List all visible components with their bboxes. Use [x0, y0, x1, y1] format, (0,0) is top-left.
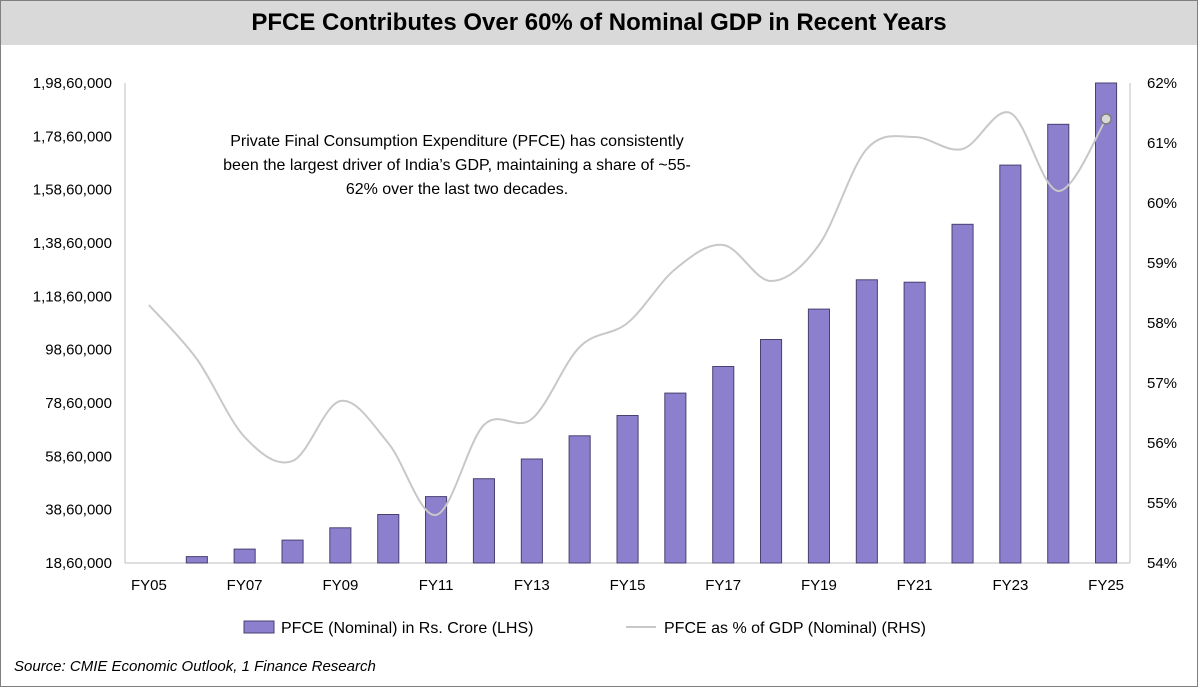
left-tick-label: 58,60,000 [45, 448, 112, 465]
left-tick-label: 1,78,60,000 [33, 128, 112, 145]
x-tick-label: FY17 [705, 577, 741, 594]
bar-fy13 [520, 458, 543, 564]
right-tick-label: 54% [1147, 555, 1177, 572]
bar-fy17 [712, 366, 735, 564]
gdp-share-line [148, 111, 1107, 516]
bar-fy25 [1095, 82, 1118, 564]
left-axis-ticks: 18,60,000 38,60,000 58,60,000 78,60,000 98,6… [33, 75, 112, 572]
left-tick-label: 78,60,000 [45, 395, 112, 412]
bar-fy12 [472, 478, 495, 564]
bar-fy15 [616, 415, 639, 564]
x-tick-label: FY15 [610, 577, 646, 594]
bar-fy07 [233, 548, 256, 564]
bar-fy06 [185, 556, 208, 564]
bar-fy22 [951, 223, 974, 564]
x-tick-label: FY13 [514, 577, 550, 594]
x-tick-label: FY07 [227, 577, 263, 594]
line-end-marker [1100, 113, 1112, 125]
x-tick-label: FY25 [1088, 577, 1124, 594]
right-tick-label: 62% [1147, 75, 1177, 92]
right-tick-label: 61% [1147, 135, 1177, 152]
right-tick-label: 60% [1147, 195, 1177, 212]
right-axis-ticks: 54% 55% 56% 57% 58% 59% 60% 61% 62% [1147, 75, 1177, 572]
bar-fy18 [760, 339, 783, 564]
bar-fy11 [425, 496, 448, 564]
legend-swatch-bar [243, 620, 275, 634]
bar-fy24 [1047, 123, 1070, 564]
x-tick-label: FY09 [322, 577, 358, 594]
x-axis-ticks: FY05 FY07 FY09 FY11 FY13 FY15 FY17 FY19 FY21 FY23… [131, 577, 1124, 594]
bar-fy19 [807, 308, 831, 564]
bar-fy14 [568, 435, 591, 564]
legend-label-line: PFCE as % of GDP (Nominal) (RHS) [664, 620, 926, 637]
chart-annotation: Private Final Consumption Expenditure (P… [223, 133, 691, 198]
left-tick-label: 1,58,60,000 [33, 182, 112, 199]
bar-fy20 [855, 279, 878, 564]
right-tick-label: 57% [1147, 375, 1177, 392]
legend: PFCE (Nominal) in Rs. Crore (LHS) PFCE a… [243, 620, 926, 637]
source-note: Source: CMIE Economic Outlook, 1 Finance… [14, 658, 376, 675]
bar-fy09 [329, 527, 352, 564]
left-tick-label: 1,18,60,000 [33, 288, 112, 305]
x-tick-label: FY05 [131, 577, 167, 594]
x-tick-label: FY23 [992, 577, 1028, 594]
right-tick-label: 55% [1147, 495, 1177, 512]
right-tick-label: 56% [1147, 435, 1177, 452]
chart-title: PFCE Contributes Over 60% of Nominal GDP… [1, 1, 1197, 45]
line-series [148, 111, 1112, 516]
left-tick-label: 18,60,000 [45, 555, 112, 572]
left-tick-label: 38,60,000 [45, 502, 112, 519]
right-tick-label: 58% [1147, 315, 1177, 332]
x-tick-label: FY19 [801, 577, 837, 594]
bar-fy10 [377, 514, 400, 564]
bar-fy16 [664, 392, 687, 564]
bar-fy21 [903, 281, 926, 564]
x-tick-label: FY21 [897, 577, 933, 594]
left-tick-label: 1,98,60,000 [33, 75, 112, 92]
x-tick-label: FY11 [419, 577, 454, 594]
left-tick-label: 1,38,60,000 [33, 235, 112, 252]
bar-fy08 [281, 539, 304, 564]
bar-fy23 [999, 164, 1022, 564]
right-tick-label: 59% [1147, 255, 1177, 272]
left-tick-label: 98,60,000 [45, 342, 112, 359]
legend-label-bar: PFCE (Nominal) in Rs. Crore (LHS) [281, 620, 533, 637]
